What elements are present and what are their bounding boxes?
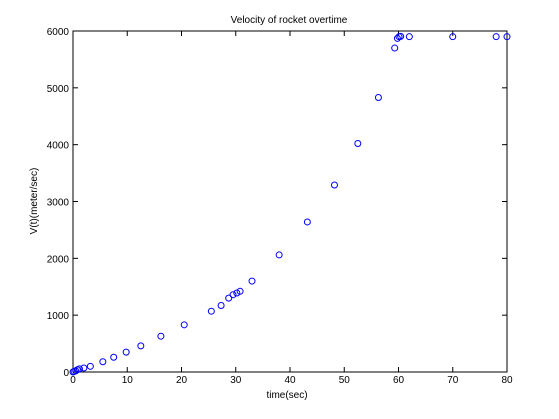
data-point [397,32,405,40]
data-point [225,294,233,302]
data-point [354,140,362,148]
data-point [76,365,84,373]
data-point [233,289,241,297]
x-tick-label: 80 [501,375,513,386]
data-point [303,218,311,226]
x-tick-label: 30 [230,375,242,386]
data-point [492,33,500,41]
x-tick-label: 0 [70,375,76,386]
data-point [122,348,130,356]
x-tick-label: 70 [447,375,459,386]
chart-title: Velocity of rocket overtime [231,15,348,26]
data-point [503,33,511,41]
plot-area [72,30,508,373]
y-tick-label: 6000 [47,27,70,38]
y-tick-label: 4000 [47,141,70,152]
x-tick-label: 50 [339,375,351,386]
data-point [80,364,88,372]
data-point [449,33,457,41]
data-point [86,362,94,370]
y-tick-label: 1000 [47,311,70,322]
x-tick-label: 20 [176,375,188,386]
data-point [99,358,107,366]
y-tick-label: 0 [63,368,69,379]
data-point [275,251,283,259]
data-point [157,332,165,340]
data-point [137,342,145,350]
data-point [405,33,413,41]
data-point [374,93,382,101]
data-point [229,291,237,299]
data-point [207,307,215,315]
data-point [236,287,244,295]
x-tick-label: 40 [284,375,296,386]
y-tick-label: 5000 [47,84,70,95]
y-axis-label: V(t)(meter/sec) [29,168,40,235]
data-point [330,181,338,189]
y-tick-label: 3000 [47,198,70,209]
data-points [69,32,511,376]
data-point [110,353,118,361]
data-point [217,302,225,310]
y-tick-label: 2000 [47,254,70,265]
x-tick-label: 10 [122,375,134,386]
data-point [391,44,399,52]
x-axis-label: time(sec) [266,390,307,401]
axis-ticks: 0 10 20 30 40 50 60 70 80 0 1000 2000 3000 4000 5000 60… [47,27,513,386]
x-tick-label: 60 [393,375,405,386]
data-point [180,321,188,329]
data-point [72,367,80,375]
data-point [248,277,256,285]
